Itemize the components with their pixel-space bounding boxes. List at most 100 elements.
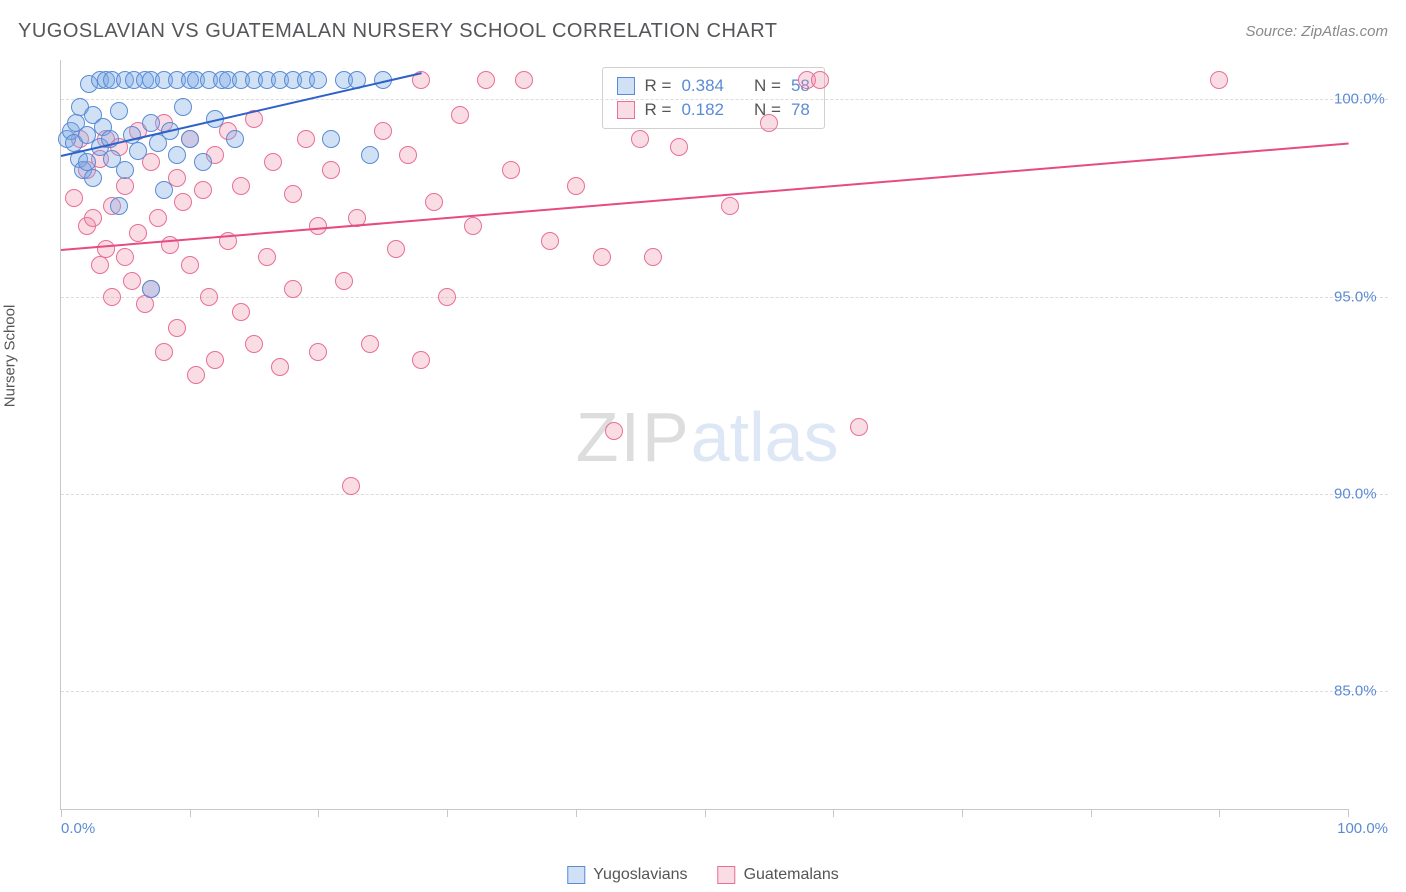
point-yugoslavians [142, 280, 160, 298]
point-guatemalans [361, 335, 379, 353]
point-guatemalans [760, 114, 778, 132]
x-tick-mark [1091, 809, 1092, 817]
point-guatemalans [116, 248, 134, 266]
point-guatemalans [116, 177, 134, 195]
legend-item-yugoslavians: Yugoslavians [567, 866, 687, 884]
point-yugoslavians [129, 142, 147, 160]
point-guatemalans [91, 256, 109, 274]
x-tick-mark [447, 809, 448, 817]
point-guatemalans [97, 240, 115, 258]
point-yugoslavians [110, 197, 128, 215]
source-attribution: Source: ZipAtlas.com [1245, 23, 1388, 40]
watermark-atlas: atlas [691, 398, 839, 476]
n-label: N = [754, 76, 781, 96]
swatch-yugoslavians [617, 77, 635, 95]
point-guatemalans [322, 161, 340, 179]
point-yugoslavians [309, 71, 327, 89]
point-guatemalans [811, 71, 829, 89]
point-guatemalans [670, 138, 688, 156]
point-guatemalans [425, 193, 443, 211]
x-axis-label-max: 100.0% [1337, 820, 1388, 837]
y-tick-label: 85.0% [1328, 682, 1388, 699]
point-yugoslavians [168, 146, 186, 164]
point-guatemalans [65, 189, 83, 207]
gridline [61, 494, 1388, 495]
point-guatemalans [502, 161, 520, 179]
series-legend: Yugoslavians Guatemalans [567, 866, 838, 884]
point-guatemalans [200, 288, 218, 306]
r-value-guatemalans: 0.182 [681, 100, 724, 120]
point-guatemalans [129, 224, 147, 242]
point-guatemalans [232, 177, 250, 195]
x-tick-mark [1219, 809, 1220, 817]
point-yugoslavians [194, 153, 212, 171]
point-guatemalans [541, 232, 559, 250]
plot-area: ZIPatlas R = 0.384 N = 58 R = 0.182 N = … [60, 60, 1348, 810]
point-guatemalans [593, 248, 611, 266]
point-guatemalans [245, 335, 263, 353]
n-value-guatemalans: 78 [791, 100, 810, 120]
point-yugoslavians [226, 130, 244, 148]
r-label: R = [645, 100, 672, 120]
watermark-zip: ZIP [576, 398, 691, 476]
point-guatemalans [412, 351, 430, 369]
gridline [61, 99, 1388, 100]
x-tick-mark [833, 809, 834, 817]
point-guatemalans [464, 217, 482, 235]
x-tick-mark [61, 809, 62, 817]
point-yugoslavians [110, 102, 128, 120]
point-guatemalans [631, 130, 649, 148]
point-guatemalans [187, 366, 205, 384]
r-label: R = [645, 76, 672, 96]
point-guatemalans [258, 248, 276, 266]
point-guatemalans [335, 272, 353, 290]
point-guatemalans [451, 106, 469, 124]
point-yugoslavians [361, 146, 379, 164]
swatch-guatemalans [617, 101, 635, 119]
gridline [61, 297, 1388, 298]
point-guatemalans [297, 130, 315, 148]
legend-row-guatemalans: R = 0.182 N = 78 [617, 98, 810, 122]
point-guatemalans [309, 343, 327, 361]
point-yugoslavians [181, 130, 199, 148]
point-guatemalans [194, 181, 212, 199]
legend-label-guatemalans: Guatemalans [744, 866, 839, 884]
point-guatemalans [438, 288, 456, 306]
point-guatemalans [567, 177, 585, 195]
point-guatemalans [644, 248, 662, 266]
point-guatemalans [264, 153, 282, 171]
x-tick-mark [190, 809, 191, 817]
chart-title: YUGOSLAVIAN VS GUATEMALAN NURSERY SCHOOL… [18, 20, 778, 43]
point-yugoslavians [142, 114, 160, 132]
point-guatemalans [168, 319, 186, 337]
x-tick-mark [576, 809, 577, 817]
point-guatemalans [1210, 71, 1228, 89]
legend-swatch-guatemalans [718, 866, 736, 884]
point-guatemalans [271, 358, 289, 376]
legend-label-yugoslavians: Yugoslavians [593, 866, 687, 884]
point-yugoslavians [155, 181, 173, 199]
point-yugoslavians [84, 169, 102, 187]
point-guatemalans [84, 209, 102, 227]
legend-item-guatemalans: Guatemalans [718, 866, 839, 884]
y-tick-label: 100.0% [1328, 91, 1388, 108]
y-tick-label: 90.0% [1328, 485, 1388, 502]
point-yugoslavians [322, 130, 340, 148]
point-guatemalans [399, 146, 417, 164]
trendline-guatemalans [61, 143, 1349, 252]
point-guatemalans [206, 351, 224, 369]
x-tick-mark [705, 809, 706, 817]
y-axis-label: Nursery School [2, 305, 19, 408]
point-guatemalans [721, 197, 739, 215]
x-tick-mark [1348, 809, 1349, 817]
y-tick-label: 95.0% [1328, 288, 1388, 305]
point-guatemalans [605, 422, 623, 440]
r-value-yugoslavians: 0.384 [681, 76, 724, 96]
point-guatemalans [181, 256, 199, 274]
point-guatemalans [123, 272, 141, 290]
gridline [61, 691, 1388, 692]
point-guatemalans [387, 240, 405, 258]
legend-row-yugoslavians: R = 0.384 N = 58 [617, 74, 810, 98]
point-yugoslavians [174, 98, 192, 116]
point-guatemalans [477, 71, 495, 89]
